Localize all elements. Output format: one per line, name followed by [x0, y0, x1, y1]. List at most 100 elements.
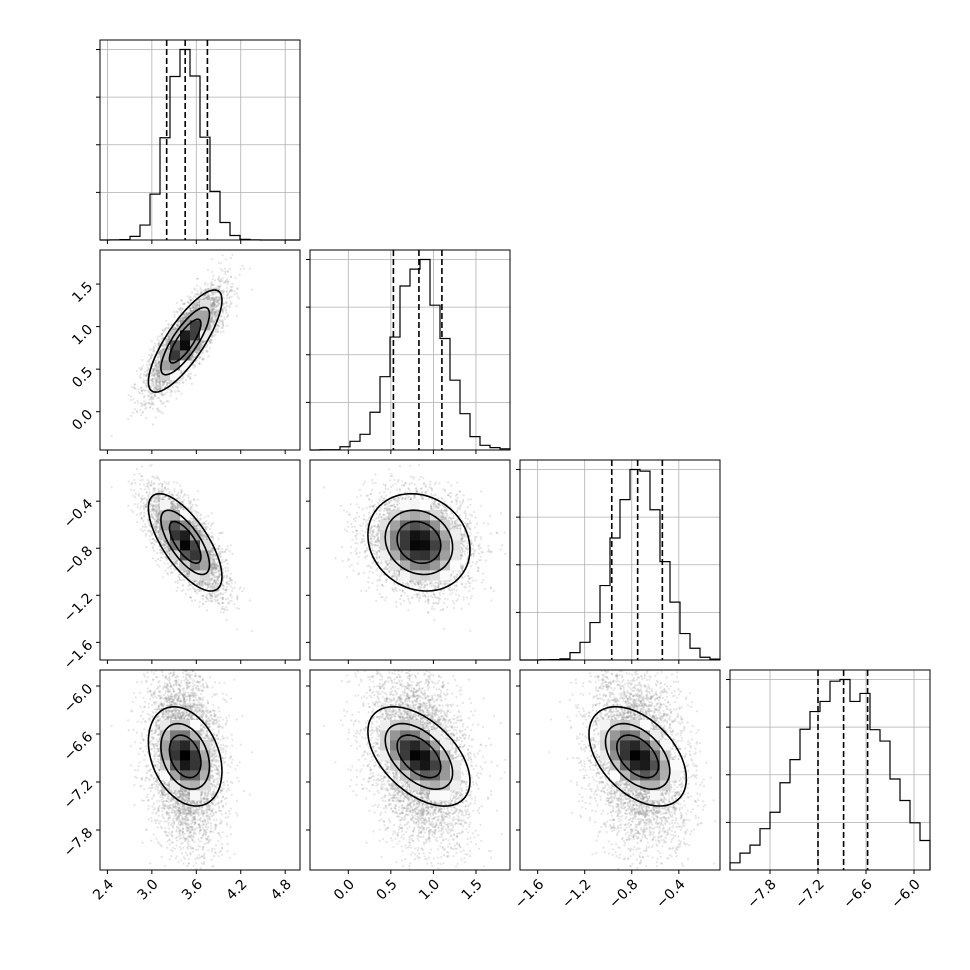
sample-point: [140, 368, 143, 371]
sample-point: [142, 381, 146, 385]
sample-point: [211, 310, 214, 313]
sample-point: [175, 323, 178, 326]
sample-point: [203, 289, 207, 292]
sample-point: [224, 279, 227, 282]
sample-point: [153, 368, 156, 371]
sample-point: [174, 390, 177, 393]
sample-point: [202, 358, 205, 361]
sample-point: [192, 364, 195, 367]
sample-point: [140, 414, 143, 417]
sample-point: [163, 343, 166, 346]
sample-point: [149, 386, 152, 389]
sample-point: [152, 369, 155, 372]
sample-point: [214, 333, 217, 336]
sample-point: [204, 297, 207, 300]
sample-point: [156, 388, 159, 391]
sample-point: [154, 368, 158, 372]
sample-point: [217, 279, 221, 282]
sample-point: [203, 294, 207, 297]
sample-point: [221, 311, 224, 314]
sample-point: [212, 323, 215, 326]
sample-point: [213, 298, 216, 301]
sample-point: [208, 340, 211, 343]
sample-point: [159, 384, 162, 387]
sample-point: [146, 375, 149, 378]
sample-point: [217, 278, 220, 281]
sample-point: [158, 360, 161, 363]
sample-point: [212, 274, 215, 277]
sample-point: [215, 305, 218, 309]
sample-point: [155, 376, 159, 379]
sample-point: [157, 385, 160, 388]
sample-point: [229, 286, 232, 289]
sample-point: [216, 313, 219, 316]
sample-point: [149, 348, 152, 351]
sample-point: [163, 381, 166, 384]
sample-point: [216, 300, 219, 303]
sample-point: [167, 335, 170, 338]
sample-point: [160, 394, 163, 397]
sample-point: [175, 323, 178, 327]
sample-point: [163, 328, 166, 331]
sample-point: [168, 388, 171, 391]
sample-point: [150, 353, 153, 356]
sample-point: [180, 370, 183, 374]
sample-point: [159, 410, 162, 413]
sample-point: [221, 326, 224, 329]
sample-point: [152, 384, 155, 387]
sample-point: [198, 303, 201, 307]
sample-point: [221, 320, 224, 323]
sample-point: [206, 295, 209, 298]
sample-point: [137, 391, 140, 394]
sample-point: [153, 374, 156, 378]
sample-point: [225, 301, 228, 304]
sample-point: [187, 312, 190, 315]
sample-point: [157, 361, 160, 365]
sample-point: [217, 303, 220, 306]
sample-point: [189, 357, 193, 360]
sample-point: [217, 298, 220, 301]
sample-point: [205, 350, 209, 353]
panel-content: [110, 253, 254, 437]
sample-point: [164, 327, 167, 330]
sample-point: [213, 308, 216, 311]
histogram-panel-3: [726, 669, 931, 874]
sample-point: [228, 304, 231, 307]
sample-point: [225, 311, 228, 314]
sample-point: [151, 402, 154, 405]
sample-point: [151, 353, 154, 356]
sample-point: [229, 256, 232, 260]
sample-point: [196, 350, 199, 353]
sample-point: [214, 292, 217, 295]
sample-point: [196, 284, 199, 287]
sample-point: [168, 381, 171, 385]
sample-point: [210, 324, 213, 327]
sample-point: [166, 382, 169, 385]
sample-point: [215, 330, 218, 333]
sample-point: [153, 375, 156, 378]
sample-point: [194, 301, 197, 304]
histogram-1: [310, 258, 511, 451]
sample-point: [162, 393, 165, 397]
histogram-frame-2: [519, 459, 721, 661]
sample-point: [211, 316, 214, 319]
sample-point: [153, 349, 156, 352]
sample-point: [210, 283, 214, 286]
sample-point: [188, 307, 192, 310]
sample-point: [162, 342, 165, 345]
sample-point: [157, 384, 160, 387]
sample-point: [213, 314, 216, 317]
sample-point: [221, 269, 224, 272]
sample-point: [191, 355, 194, 358]
sample-point: [207, 294, 210, 297]
sample-point: [239, 268, 242, 271]
sample-point: [212, 299, 215, 303]
sample-point: [217, 309, 220, 312]
sample-point: [217, 286, 220, 289]
sample-point: [216, 309, 219, 312]
sample-point: [228, 291, 231, 294]
sample-point: [144, 379, 147, 382]
sample-point: [157, 344, 160, 347]
sample-point: [146, 366, 149, 369]
sample-point: [216, 323, 219, 327]
